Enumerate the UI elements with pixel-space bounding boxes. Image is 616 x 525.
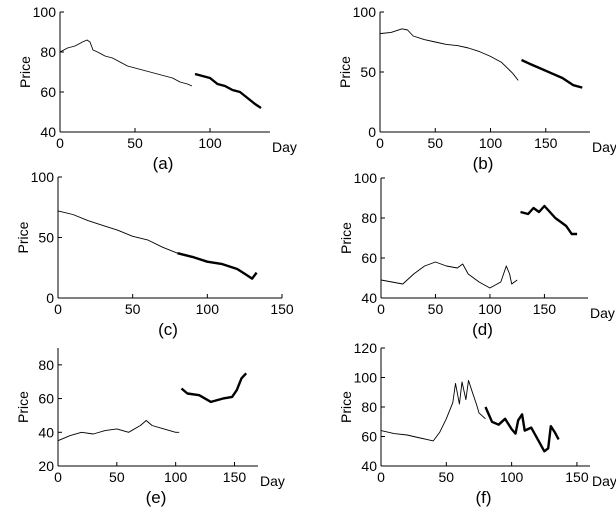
- x-tick-label: 100: [196, 301, 220, 317]
- panel-caption: (a): [153, 154, 174, 173]
- history-series-line: [57, 210, 178, 254]
- y-tick-label: 60: [40, 84, 56, 100]
- x-tick-label: 100: [479, 135, 503, 151]
- x-tick-label: 0: [376, 135, 384, 151]
- panel-caption: (d): [472, 320, 493, 339]
- x-tick-label: 100: [164, 469, 188, 485]
- y-tick-label: 20: [38, 458, 54, 474]
- x-axis-label: Day: [260, 473, 285, 489]
- panel-caption: (e): [146, 488, 167, 507]
- forecast-series-line: [520, 204, 578, 236]
- x-tick-label: 50: [125, 301, 141, 317]
- x-tick-label: 150: [270, 301, 294, 317]
- forecast-series-line: [520, 58, 583, 89]
- y-tick-label: 50: [360, 64, 376, 80]
- x-tick-label: 0: [54, 469, 62, 485]
- y-tick-label: 60: [361, 250, 377, 266]
- x-tick-label: 150: [565, 469, 589, 485]
- chart-panel: 0 50 100 150 40 60 80 100 120 Price Day (f): [338, 340, 616, 507]
- x-tick-label: 50: [427, 135, 443, 151]
- y-tick-label: 40: [361, 290, 377, 306]
- y-tick-label: 80: [40, 44, 56, 60]
- y-tick-label: 120: [354, 340, 378, 356]
- y-tick-label: 40: [361, 458, 377, 474]
- panel-caption: (b): [473, 154, 494, 173]
- history-series-line: [380, 379, 486, 442]
- x-tick-label: 100: [478, 301, 502, 317]
- y-tick-label: 0: [46, 290, 54, 306]
- y-tick-label: 100: [354, 370, 378, 386]
- y-tick-label: 100: [354, 170, 378, 186]
- panel-caption: (c): [158, 320, 178, 339]
- history-series-line: [379, 28, 519, 81]
- chart-panel: 0 50 100 150 20 40 60 80 Price Day (e): [15, 348, 285, 507]
- x-tick-label: 150: [534, 135, 558, 151]
- x-tick-label: 150: [223, 469, 247, 485]
- chart-panel: 0 50 100 40 60 80 100 Price Day (a): [17, 4, 297, 173]
- chart-panel: 0 50 100 150 0 50 100 Price (c): [15, 169, 294, 339]
- y-tick-label: 50: [38, 230, 54, 246]
- y-tick-label: 80: [38, 357, 54, 373]
- panel-caption: (f): [475, 488, 491, 507]
- y-tick-label: 100: [353, 4, 377, 20]
- y-axis-label: Price: [17, 56, 33, 88]
- forecast-series-line: [484, 406, 560, 453]
- x-tick-label: 50: [439, 469, 455, 485]
- y-tick-label: 40: [40, 124, 56, 140]
- chart-panel: 0 50 100 150 40 60 80 100 Price Day (d): [338, 170, 615, 339]
- forecast-series-line: [180, 372, 248, 404]
- y-axis-label: Price: [338, 222, 354, 254]
- x-axis-label: Day: [592, 473, 616, 489]
- y-tick-label: 60: [38, 391, 54, 407]
- x-tick-label: 100: [198, 135, 222, 151]
- x-tick-label: 0: [377, 469, 385, 485]
- x-tick-label: 0: [56, 135, 64, 151]
- y-tick-label: 80: [361, 399, 377, 415]
- x-tick-label: 0: [54, 301, 62, 317]
- y-tick-label: 80: [361, 210, 377, 226]
- history-series-line: [380, 261, 518, 289]
- y-tick-label: 100: [31, 169, 55, 185]
- x-axis-label: Day: [592, 139, 616, 155]
- chart-panel: 0 50 100 150 0 50 100 Price Day (b): [337, 4, 616, 173]
- y-axis-label: Price: [15, 221, 31, 253]
- forecast-series-line: [194, 72, 262, 109]
- x-tick-label: 100: [500, 469, 524, 485]
- y-tick-label: 40: [38, 424, 54, 440]
- history-series-line: [57, 420, 180, 442]
- y-axis-label: Price: [338, 391, 354, 423]
- y-tick-label: 100: [33, 4, 57, 20]
- y-axis-label: Price: [15, 391, 31, 423]
- y-tick-label: 60: [361, 429, 377, 445]
- x-tick-label: 50: [109, 469, 125, 485]
- y-axis-label: Price: [337, 56, 353, 88]
- history-series-line: [59, 39, 193, 87]
- x-tick-label: 150: [533, 301, 557, 317]
- x-axis-label: Day: [590, 305, 615, 321]
- x-tick-label: 0: [377, 301, 385, 317]
- x-tick-label: 50: [127, 135, 143, 151]
- forecast-series-line: [177, 252, 258, 280]
- x-tick-label: 50: [428, 301, 444, 317]
- x-axis-label: Day: [272, 139, 297, 155]
- y-tick-label: 0: [368, 124, 376, 140]
